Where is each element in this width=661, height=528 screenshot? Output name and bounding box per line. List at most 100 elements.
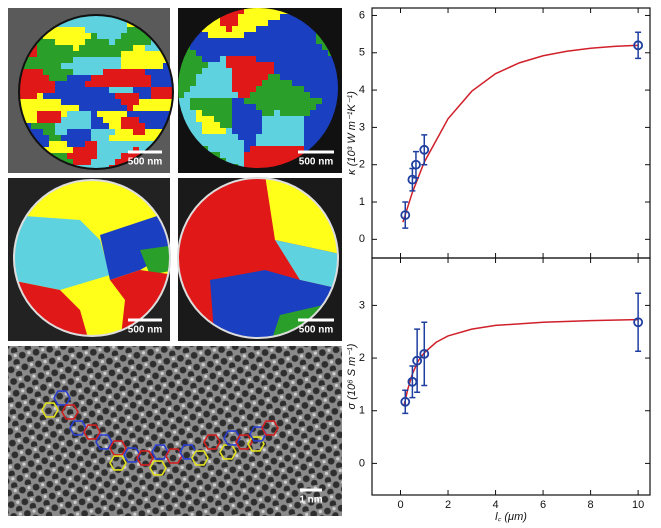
grain-cell [67,123,73,129]
grain-cell [115,141,121,147]
grain-cell [268,62,274,68]
grain-cell [115,57,121,63]
grain-cell [109,69,115,75]
grain-cell [103,129,109,135]
grain-cell [322,62,328,68]
grain-cell [49,51,55,57]
grain-cell [214,80,220,86]
grain-cell [220,26,226,32]
grain-cell [73,39,79,45]
grain-cell [43,123,49,129]
grain-cell [256,14,262,20]
grain-cell [208,32,214,38]
grain-cell [25,63,31,69]
grain-cell [202,92,208,98]
grain-cell [103,159,109,165]
grain-cell [103,123,109,129]
grain-cell [304,110,310,116]
grain-cell [328,104,334,110]
grain-cell [274,110,280,116]
grain-cell [238,74,244,80]
grain-cell [85,141,91,147]
grain-cell [280,92,286,98]
grain-cell [145,129,151,135]
grain-cell [139,111,145,117]
grain-cell [238,44,244,50]
grain-cell [310,50,316,56]
grain-cell [274,158,280,164]
grain-cell [61,81,67,87]
grain-cell [31,105,37,111]
grain-cell [103,135,109,141]
grain-cell [49,39,55,45]
grain-cell [208,74,214,80]
grain-cell [49,93,55,99]
grain-cell [244,116,250,122]
y-tick-label: 4 [359,84,365,96]
grain-cell [292,68,298,74]
grain-cell [139,39,145,45]
grain-cell [304,32,310,38]
grain-cell [214,104,220,110]
grain-cell [115,75,121,81]
grain-cell [91,69,97,75]
grain-cell [256,8,262,14]
grain-cell [79,75,85,81]
grain-cell [151,69,157,75]
grain-cell [37,99,43,105]
grain-cell [109,75,115,81]
y-axis-label: κ (10³ W m⁻¹K⁻¹) [346,91,358,175]
grain-cell [232,32,238,38]
grain-cell [286,110,292,116]
grain-cell [214,62,220,68]
grain-cell [196,98,202,104]
grain-cell [220,122,226,128]
grain-cell [214,116,220,122]
grain-cell [232,26,238,32]
grain-cell [73,141,79,147]
grain-cell [208,44,214,50]
grain-cell [43,39,49,45]
grain-cell [214,128,220,134]
grain-cell [268,98,274,104]
grain-cell [145,105,151,111]
grain-cell [316,74,322,80]
grain-cell [280,146,286,152]
grain-cell [91,45,97,51]
y-tick-label: 3 [359,121,365,133]
grain-cell [67,75,73,81]
grain-cell [202,56,208,62]
grain-cell [202,98,208,104]
grain-cell [304,128,310,134]
grain-cell [310,134,316,140]
grain-cell [151,111,157,117]
grain-cell [256,20,262,26]
grain-cell [133,105,139,111]
grain-cell [268,110,274,116]
grain-cell [220,32,226,38]
grain-cell [73,147,79,153]
grain-cell [61,63,67,69]
grain-cell [67,93,73,99]
grain-cell [274,122,280,128]
grain-cell [127,111,133,117]
grain-cell [91,105,97,111]
grain-cell [322,56,328,62]
grain-cell [115,87,121,93]
grain-cell [49,69,55,75]
grain-cell [286,80,292,86]
grain-cell [310,56,316,62]
grain-cell [157,99,163,105]
grain-cell [268,152,274,158]
grain-cell [250,92,256,98]
grain-cell [250,44,256,50]
grain-cell [97,57,103,63]
grain-cell [268,158,274,164]
grain-cell [226,44,232,50]
grain-cell [226,20,232,26]
grain-cell [196,56,202,62]
grain-cell [97,39,103,45]
grain-cell [79,159,85,165]
grain-cell [220,20,226,26]
grain-cell [280,86,286,92]
